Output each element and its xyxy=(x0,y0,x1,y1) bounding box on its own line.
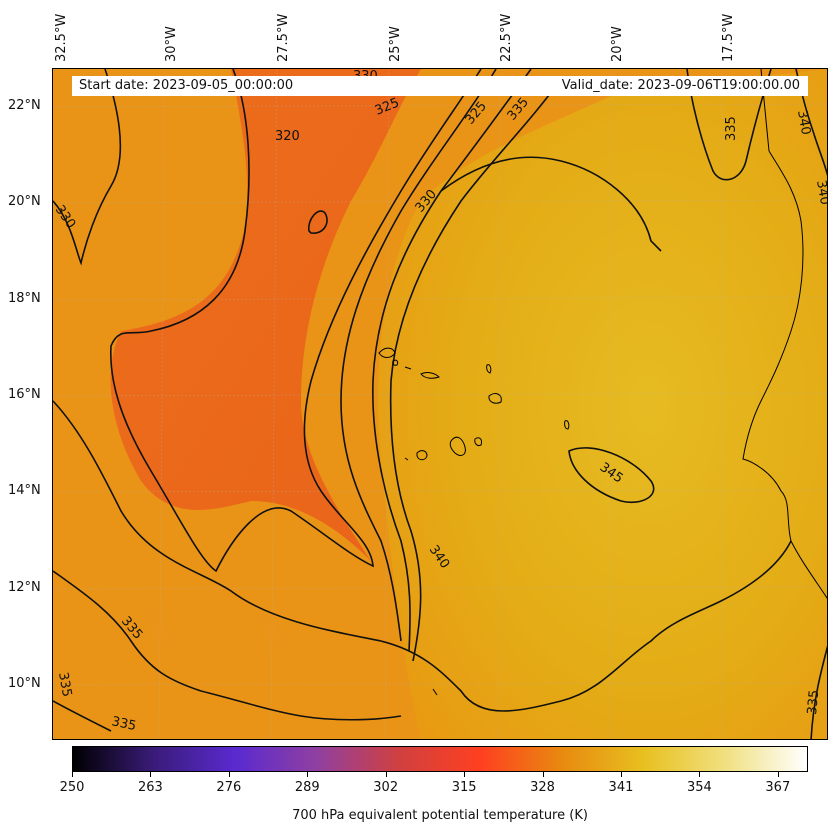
colorbar-tick-label: 341 xyxy=(608,780,634,795)
colorbar-tick xyxy=(542,772,544,777)
contour-330 xyxy=(372,69,532,652)
island-brava xyxy=(404,457,409,461)
contour-small-loop xyxy=(308,210,328,234)
warm-region xyxy=(378,69,827,739)
contour-label: 320 xyxy=(275,129,300,144)
colorbar-tick xyxy=(228,772,230,777)
colorbar-tick-label: 354 xyxy=(686,780,712,795)
contour-340-inner xyxy=(440,156,662,252)
lon-label-20w: 20°W xyxy=(610,26,625,62)
island-sao-vicente xyxy=(392,359,399,366)
colorbar-tick xyxy=(307,772,309,777)
lat-label-22n: 22°N xyxy=(8,98,41,113)
lat-label-20n: 20°N xyxy=(8,194,41,209)
colorbar-tick-label: 302 xyxy=(373,780,399,795)
island-boa-vista xyxy=(488,393,502,404)
contour-335-south xyxy=(53,700,112,732)
contour-label: 340 xyxy=(794,109,813,136)
lon-label-27-5w: 27.5°W xyxy=(276,13,291,62)
colorbar-tick-label: 289 xyxy=(294,780,320,795)
contour-lines xyxy=(53,69,827,739)
colorbar-tick-label: 328 xyxy=(530,780,555,795)
lon-label-22-5w: 22.5°W xyxy=(499,13,514,62)
island-maio xyxy=(474,437,482,446)
date-info-bar: Start date: 2023-09-05_00:00:00 Valid_da… xyxy=(72,76,808,96)
island-santiago xyxy=(449,436,466,456)
map-panel[interactable]: 330 325 320 325 335 330 335 340 330 340 … xyxy=(52,68,828,740)
contour-325 xyxy=(340,69,497,642)
contour-335-sw xyxy=(53,570,402,721)
contour-330-west xyxy=(53,69,122,266)
coastlines xyxy=(378,69,827,696)
island-santa-luzia xyxy=(404,366,412,370)
lat-label-10n: 10°N xyxy=(8,676,41,691)
island-sao-nicolau xyxy=(420,372,440,379)
lat-label-18n: 18°N xyxy=(8,291,41,306)
island-small xyxy=(564,420,570,430)
contour-335-east xyxy=(686,69,772,181)
lon-label-25w: 25°W xyxy=(388,26,403,62)
island-santo-antao xyxy=(378,347,396,358)
contour-label: 335 xyxy=(724,116,739,141)
colorbar-tick xyxy=(150,772,152,777)
start-date-text: Start date: 2023-09-05_00:00:00 xyxy=(79,78,294,93)
contour-label: 335 xyxy=(805,689,822,715)
colorbar-tick xyxy=(72,772,73,777)
colorbar-tick xyxy=(464,772,466,777)
contour-335-se xyxy=(810,645,827,739)
colorbar-tick-label: 263 xyxy=(138,780,163,795)
colorbar-tick-label: 276 xyxy=(216,780,242,795)
contour-label: 335 xyxy=(110,714,137,734)
contour-label: 335 xyxy=(55,671,74,698)
lat-label-16n: 16°N xyxy=(8,387,41,402)
colorbar-tick-label: 250 xyxy=(59,780,85,795)
colorbar-title: 700 hPa equivalent potential temperature… xyxy=(292,808,588,823)
island-sal xyxy=(486,364,492,374)
cool-region xyxy=(110,69,421,561)
colorbar xyxy=(72,746,808,772)
contour-label: 340 xyxy=(813,179,828,206)
lon-label-17-5w: 17.5°W xyxy=(721,13,736,62)
colorbar-tick xyxy=(620,772,622,777)
contour-335 xyxy=(389,78,562,662)
valid-date-text: Valid_date: 2023-09-06T19:00:00.00 xyxy=(561,78,800,93)
map-canvas: 330 325 320 325 335 330 335 340 330 340 … xyxy=(53,69,828,739)
colorbar-tick-label: 367 xyxy=(765,780,791,795)
island-tiny-south xyxy=(432,688,438,696)
graticule xyxy=(53,69,827,739)
contour-345 xyxy=(568,447,655,503)
island-fogo xyxy=(416,450,428,461)
lat-label-12n: 12°N xyxy=(8,580,41,595)
colorbar-tick-label: 315 xyxy=(451,780,477,795)
colorbar-tick xyxy=(385,772,387,777)
colorbar-tick xyxy=(699,772,701,777)
africa-coast xyxy=(742,150,827,599)
contour-320-loop xyxy=(109,69,482,573)
contour-340 xyxy=(53,400,792,712)
lat-label-14n: 14°N xyxy=(8,483,41,498)
lon-label-32-5w: 32.5°W xyxy=(54,13,69,62)
africa-coast-north xyxy=(760,69,770,152)
lon-label-30w: 30°W xyxy=(164,26,179,62)
colorbar-tick xyxy=(777,772,779,777)
